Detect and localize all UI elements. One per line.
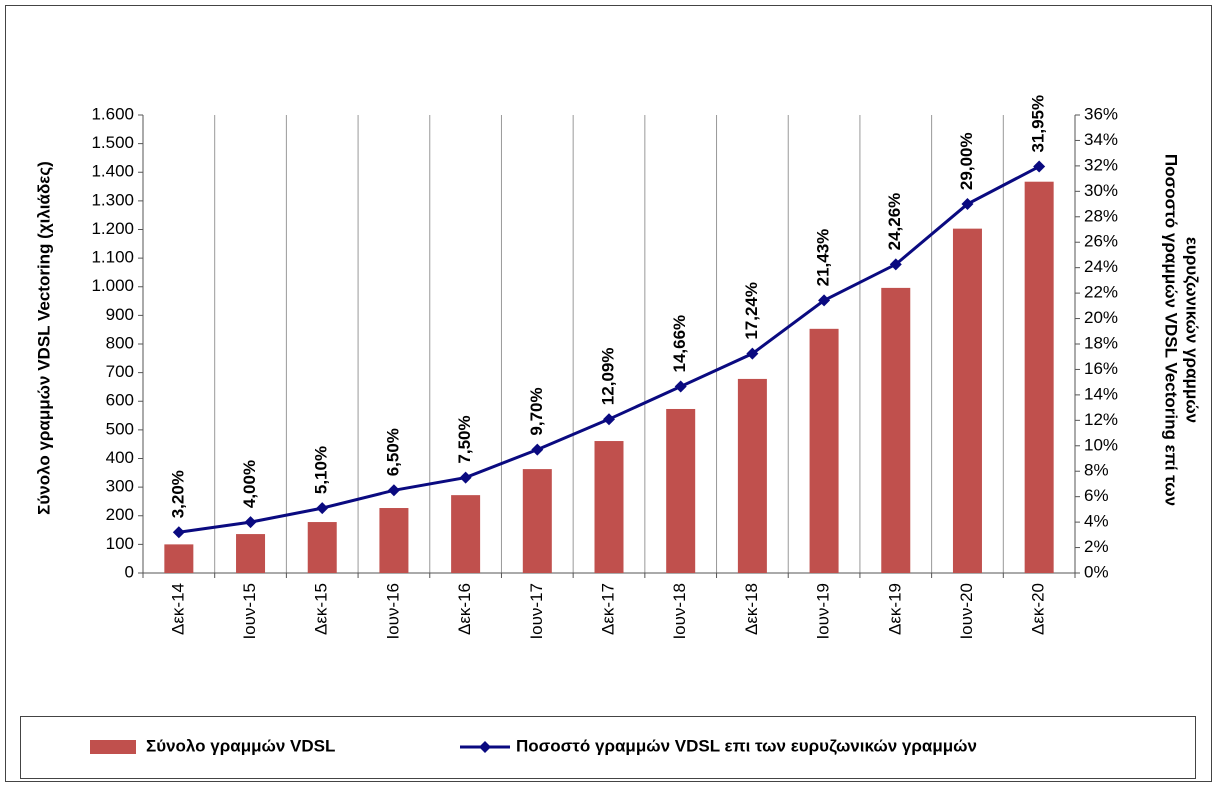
y-tick-label: 1.300	[91, 190, 134, 209]
line-marker	[316, 502, 329, 515]
y-tick-label: 900	[106, 305, 134, 324]
data-label: 3,20%	[168, 470, 187, 518]
line-marker	[674, 380, 687, 393]
bar	[1024, 181, 1054, 574]
y2-tick-label: 34%	[1084, 130, 1118, 149]
x-tick-label: Ιουν-15	[240, 583, 259, 640]
y-tick-label: 1.600	[91, 104, 134, 123]
y2-tick-label: 0%	[1084, 562, 1109, 581]
bar	[809, 328, 839, 573]
y-tick-label: 800	[106, 333, 134, 352]
data-label: 12,09%	[598, 348, 617, 406]
bar	[379, 508, 409, 573]
x-tick-label: Δεκ-15	[312, 583, 331, 635]
y2-tick-label: 6%	[1084, 486, 1109, 505]
y2-tick-label: 10%	[1084, 435, 1118, 454]
y-tick-label: 500	[106, 419, 134, 438]
data-label: 31,95%	[1029, 95, 1048, 153]
data-label: 9,70%	[527, 387, 546, 435]
legend-box	[20, 716, 1196, 779]
bar	[594, 441, 624, 573]
y-tick-label: 1.100	[91, 248, 134, 267]
y2-tick-label: 22%	[1084, 283, 1118, 302]
legend-marker	[479, 741, 491, 753]
x-tick-label: Δεκ-19	[885, 583, 904, 635]
legend-label: Σύνολο γραμμών VDSL	[146, 736, 335, 755]
bar	[522, 469, 552, 573]
y2-tick-label: 8%	[1084, 461, 1109, 480]
y-tick-label: 400	[106, 448, 134, 467]
y2-tick-label: 26%	[1084, 232, 1118, 251]
x-tick-label: Ιουν-16	[383, 583, 402, 640]
line-marker	[172, 526, 185, 539]
y2-tick-label: 28%	[1084, 206, 1118, 225]
y2-tick-label: 20%	[1084, 308, 1118, 327]
x-tick-label: Δεκ-16	[455, 583, 474, 635]
y-tick-label: 300	[106, 477, 134, 496]
line-marker	[387, 484, 400, 497]
y2-tick-label: 36%	[1084, 104, 1118, 123]
bar	[307, 522, 337, 573]
data-label: 6,50%	[383, 428, 402, 476]
y-tick-label: 1.000	[91, 276, 134, 295]
line-marker	[961, 198, 974, 211]
bar	[451, 495, 481, 573]
bar	[881, 287, 911, 573]
data-label: 17,24%	[742, 282, 761, 340]
data-label: 5,10%	[312, 446, 331, 494]
bar	[164, 544, 194, 573]
x-tick-label: Ιουν-20	[957, 583, 976, 640]
y-axis-title: Σύνολο γραμμών VDSL Vectoring (χιλιάδες)	[34, 161, 53, 515]
y2-tick-label: 16%	[1084, 359, 1118, 378]
bar	[737, 378, 767, 573]
x-tick-label: Δεκ-14	[168, 583, 187, 635]
y-tick-label: 1.400	[91, 162, 134, 181]
bar	[666, 408, 696, 573]
line-marker	[459, 471, 472, 484]
x-tick-label: Δεκ-18	[742, 583, 761, 635]
data-label: 7,50%	[455, 415, 474, 463]
y2-axis-title: ευρυζωνικών γραμμών	[1183, 237, 1202, 423]
y2-tick-label: 18%	[1084, 333, 1118, 352]
bar	[236, 534, 266, 573]
data-label: 21,43%	[814, 229, 833, 287]
line-marker	[746, 347, 759, 360]
legend-swatch	[90, 740, 136, 754]
y-tick-label: 200	[106, 505, 134, 524]
data-label: 24,26%	[885, 193, 904, 251]
data-label: 29,00%	[957, 132, 976, 190]
y2-tick-label: 30%	[1084, 181, 1118, 200]
x-tick-label: Ιουν-18	[670, 583, 689, 640]
x-tick-label: Δεκ-20	[1029, 583, 1048, 635]
line-marker	[889, 258, 902, 271]
y-tick-label: 1.200	[91, 219, 134, 238]
line-marker	[818, 294, 831, 307]
y-tick-label: 1.500	[91, 133, 134, 152]
y2-tick-label: 14%	[1084, 384, 1118, 403]
y2-axis-title: Ποσοστό γραμμών VDSL Vectoring επί των	[1162, 154, 1181, 506]
line-marker	[531, 443, 544, 456]
y-tick-label: 700	[106, 362, 134, 381]
y-tick-label: 600	[106, 391, 134, 410]
x-tick-label: Ιουν-19	[814, 583, 833, 640]
data-label: 4,00%	[240, 460, 259, 508]
line-marker	[244, 516, 257, 529]
y2-tick-label: 12%	[1084, 410, 1118, 429]
y2-tick-label: 4%	[1084, 512, 1109, 531]
y2-tick-label: 24%	[1084, 257, 1118, 276]
y-tick-label: 100	[106, 534, 134, 553]
line-marker	[1033, 160, 1046, 173]
x-tick-label: Ιουν-17	[527, 583, 546, 640]
y2-tick-label: 2%	[1084, 537, 1109, 556]
y-tick-label: 0	[125, 562, 134, 581]
line-marker	[603, 413, 615, 426]
data-label: 14,66%	[670, 315, 689, 373]
y2-tick-label: 32%	[1084, 155, 1118, 174]
chart-border	[5, 5, 1212, 782]
x-tick-label: Δεκ-17	[598, 583, 617, 635]
bar	[952, 228, 982, 574]
legend-label: Ποσοστό γραμμών VDSL επι των ευρυζωνικών…	[516, 736, 977, 755]
